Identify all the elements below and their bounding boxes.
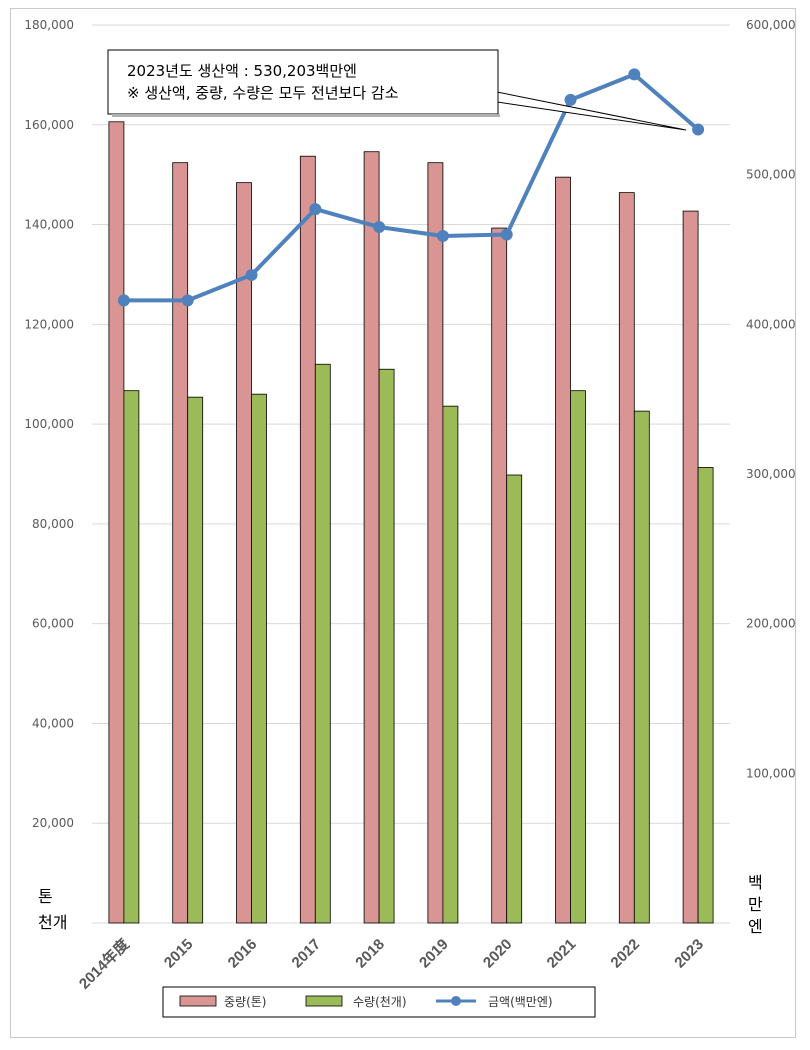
x-axis-ticks: 2014年度 2015 2016 2017 2018 2019 2020 2021 2022 20… <box>75 934 707 992</box>
legend: 중량(톤) 수량(천개) 금액(백만엔) <box>162 986 596 1018</box>
legend-label-weight: 중량(톤) <box>224 995 266 1009</box>
right-axis-unit-yen: 엔 <box>748 917 763 936</box>
amount-line <box>123 72 700 303</box>
bar-quantity-7 <box>570 390 586 924</box>
right-axis-unit-baek: 백 <box>748 873 763 892</box>
legend-swatch-quantity <box>305 995 343 1007</box>
right-y-tick-label-2: 300,000 <box>746 467 796 481</box>
bar-quantity-5 <box>442 405 459 924</box>
legend-swatch-amount-marker <box>451 996 461 1006</box>
x-tick-label-4: 2018 <box>352 936 388 972</box>
left-y-axis-ticks: 20,000 40,000 60,000 80,000 100,000 120,000 14… <box>24 18 74 830</box>
bar-series <box>108 121 714 924</box>
x-tick-label-1: 2015 <box>161 936 197 972</box>
left-axis-unit-thousand: 천개 <box>38 913 67 932</box>
x-tick-label-8: 2022 <box>608 936 644 972</box>
callout-line-1: 2023년도 생산액 : 530,203백만엔 <box>127 62 357 80</box>
left-y-tick-label-6: 140,000 <box>24 218 74 232</box>
amount-point-8 <box>628 68 641 81</box>
bar-weight-5 <box>427 162 444 924</box>
amount-point-3 <box>309 203 322 216</box>
bar-weight-7 <box>555 176 571 924</box>
bar-quantity-9 <box>697 467 714 924</box>
x-tick-label-5: 2019 <box>416 936 452 972</box>
bar-weight-1 <box>172 162 189 924</box>
amount-point-9 <box>692 123 705 136</box>
callout-box <box>107 49 499 115</box>
right-y-tick-label-3: 400,000 <box>746 317 796 331</box>
left-y-tick-label-7: 160,000 <box>24 118 74 132</box>
bar-quantity-2 <box>251 393 267 924</box>
x-tick-label-9: 2023 <box>671 936 707 972</box>
callout-shadow <box>112 114 500 117</box>
bar-weight-9 <box>682 210 699 924</box>
left-axis-unit-ton: 톤 <box>38 887 53 906</box>
left-y-tick-label-2: 60,000 <box>32 617 74 631</box>
amount-point-7 <box>564 93 577 106</box>
x-tick-label-3: 2017 <box>289 936 325 972</box>
bar-quantity-0 <box>123 390 140 924</box>
amount-point-0 <box>117 294 130 307</box>
x-tick-label-2: 2016 <box>225 936 261 972</box>
amount-point-2 <box>245 268 258 281</box>
bar-weight-3 <box>299 155 316 924</box>
right-y-tick-label-0: 100,000 <box>746 766 796 780</box>
left-y-tick-label-5: 120,000 <box>24 317 74 331</box>
legend-box <box>162 986 596 1018</box>
left-y-tick-label-8: 180,000 <box>24 18 74 32</box>
left-y-tick-label-1: 40,000 <box>32 716 74 730</box>
callout-line-2: ※ 생산액, 중량, 수량은 모두 전년보다 감소 <box>127 84 399 102</box>
legend-swatch-weight <box>179 995 217 1007</box>
amount-point-5 <box>436 230 449 243</box>
right-y-tick-label-4: 500,000 <box>746 168 796 182</box>
right-y-tick-label-1: 200,000 <box>746 617 796 631</box>
amount-point-4 <box>373 221 386 234</box>
bar-weight-2 <box>236 182 252 924</box>
bar-quantity-1 <box>187 396 204 924</box>
left-y-tick-label-4: 100,000 <box>24 417 74 431</box>
right-y-axis-ticks: 100,000 200,000 300,000 400,000 500,000 600,0… <box>746 18 796 780</box>
bar-quantity-4 <box>378 368 395 924</box>
amount-point-1 <box>181 294 194 307</box>
legend-label-quantity: 수량(천개) <box>353 994 407 1009</box>
bar-weight-4 <box>363 151 380 924</box>
line-series <box>117 68 705 307</box>
bar-quantity-8 <box>633 410 650 924</box>
left-y-tick-label-0: 20,000 <box>32 816 74 830</box>
bar-weight-0 <box>108 121 125 924</box>
right-axis-unit-man: 만 <box>748 895 763 914</box>
legend-label-amount: 금액(백만엔) <box>488 995 553 1009</box>
bar-weight-6 <box>491 227 508 924</box>
x-tick-label-6: 2020 <box>480 936 516 972</box>
x-tick-label-7: 2021 <box>544 936 580 972</box>
left-y-tick-label-3: 80,000 <box>32 517 74 531</box>
x-tick-label-0: 2014年度 <box>75 934 133 992</box>
right-y-tick-label-5: 600,000 <box>746 18 796 32</box>
bar-quantity-6 <box>506 474 523 924</box>
annotation-callout: 2023년도 생산액 : 530,203백만엔 ※ 생산액, 중량, 수량은 모… <box>107 49 687 131</box>
bar-quantity-3 <box>314 363 331 924</box>
amount-point-6 <box>500 228 513 241</box>
chart-frame <box>10 8 796 1038</box>
bar-weight-8 <box>618 192 635 924</box>
